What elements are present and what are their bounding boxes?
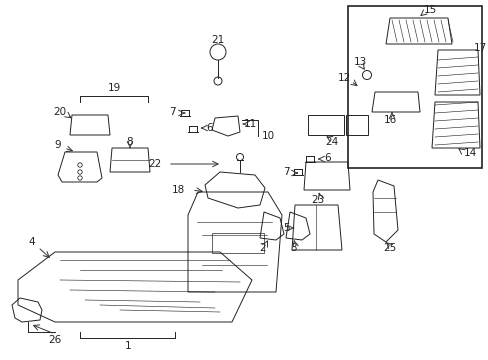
Text: 19: 19 (107, 83, 121, 93)
Text: 25: 25 (383, 243, 396, 253)
Text: 7: 7 (168, 107, 175, 117)
Text: 10: 10 (261, 131, 274, 141)
Text: 18: 18 (171, 185, 184, 195)
Text: 13: 13 (353, 57, 366, 67)
Text: 11: 11 (243, 119, 256, 129)
Text: 5: 5 (283, 223, 290, 233)
Bar (212, 233, 264, 253)
Text: 12: 12 (337, 73, 350, 83)
Text: 15: 15 (423, 5, 436, 15)
Text: 8: 8 (126, 137, 133, 147)
Text: 17: 17 (472, 43, 486, 53)
Text: 23: 23 (311, 195, 324, 205)
Text: 26: 26 (48, 335, 61, 345)
Text: 4: 4 (29, 237, 35, 247)
Text: 24: 24 (325, 137, 338, 147)
Text: 6: 6 (206, 123, 213, 133)
Text: 20: 20 (53, 107, 66, 117)
Text: 1: 1 (124, 341, 131, 351)
Text: 3: 3 (289, 243, 296, 253)
Bar (347, 6, 481, 168)
Text: 2: 2 (259, 243, 266, 253)
Text: 7: 7 (282, 167, 289, 177)
Text: 14: 14 (463, 148, 476, 158)
Bar (346, 115, 367, 135)
Bar (307, 115, 343, 135)
Text: 22: 22 (148, 159, 162, 169)
Text: 6: 6 (324, 153, 331, 163)
Text: 16: 16 (383, 115, 396, 125)
Text: 21: 21 (211, 35, 224, 45)
Text: 9: 9 (55, 140, 61, 150)
